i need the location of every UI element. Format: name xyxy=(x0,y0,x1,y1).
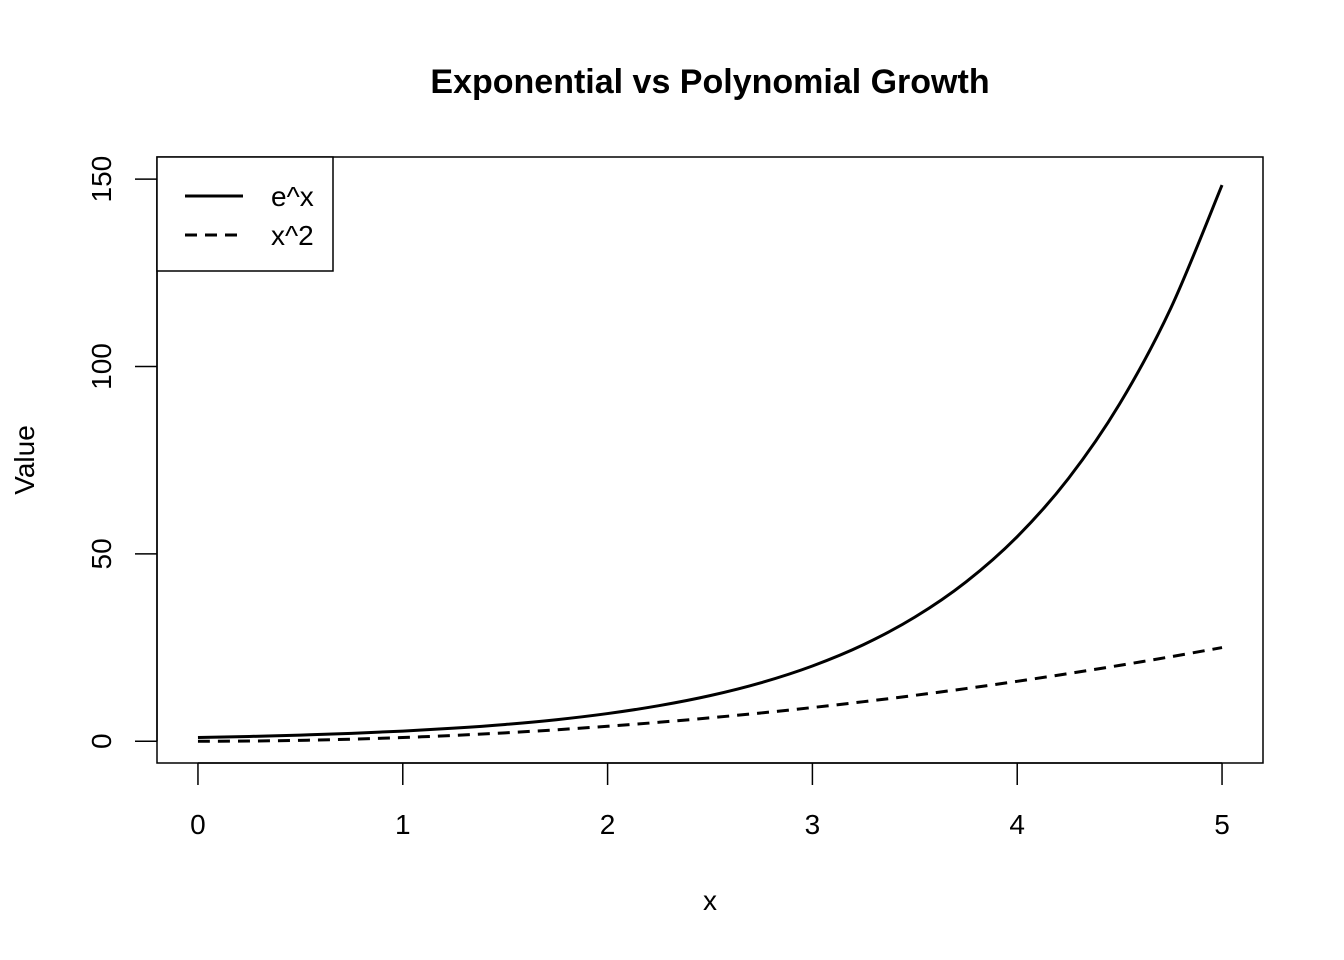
x-tick-label: 1 xyxy=(395,809,411,840)
y-axis-label: Value xyxy=(9,425,40,495)
x-tick-label: 3 xyxy=(805,809,821,840)
x-tick-label: 2 xyxy=(600,809,616,840)
y-tick-label: 150 xyxy=(86,156,117,203)
y-tick-label: 50 xyxy=(86,538,117,569)
series-line-ex xyxy=(197,184,1224,740)
series-line-x2 xyxy=(197,646,1223,743)
legend-box xyxy=(156,156,334,272)
legend-label-x2: x^2 xyxy=(271,220,314,251)
legend-label-ex: e^x xyxy=(271,181,314,212)
x-tick-label: 5 xyxy=(1214,809,1230,840)
x-axis-label: x xyxy=(703,885,717,916)
legend: e^x x^2 xyxy=(156,156,334,272)
y-axis: 0 50 100 150 xyxy=(86,156,158,749)
x-axis: 0 1 2 3 4 5 xyxy=(190,762,1230,840)
y-tick-label: 0 xyxy=(86,733,117,749)
series-layer xyxy=(197,184,1224,743)
x-tick-label: 0 xyxy=(190,809,206,840)
x-tick-label: 4 xyxy=(1009,809,1025,840)
chart-title: Exponential vs Polynomial Growth xyxy=(430,63,989,101)
y-tick-label: 100 xyxy=(86,343,117,390)
